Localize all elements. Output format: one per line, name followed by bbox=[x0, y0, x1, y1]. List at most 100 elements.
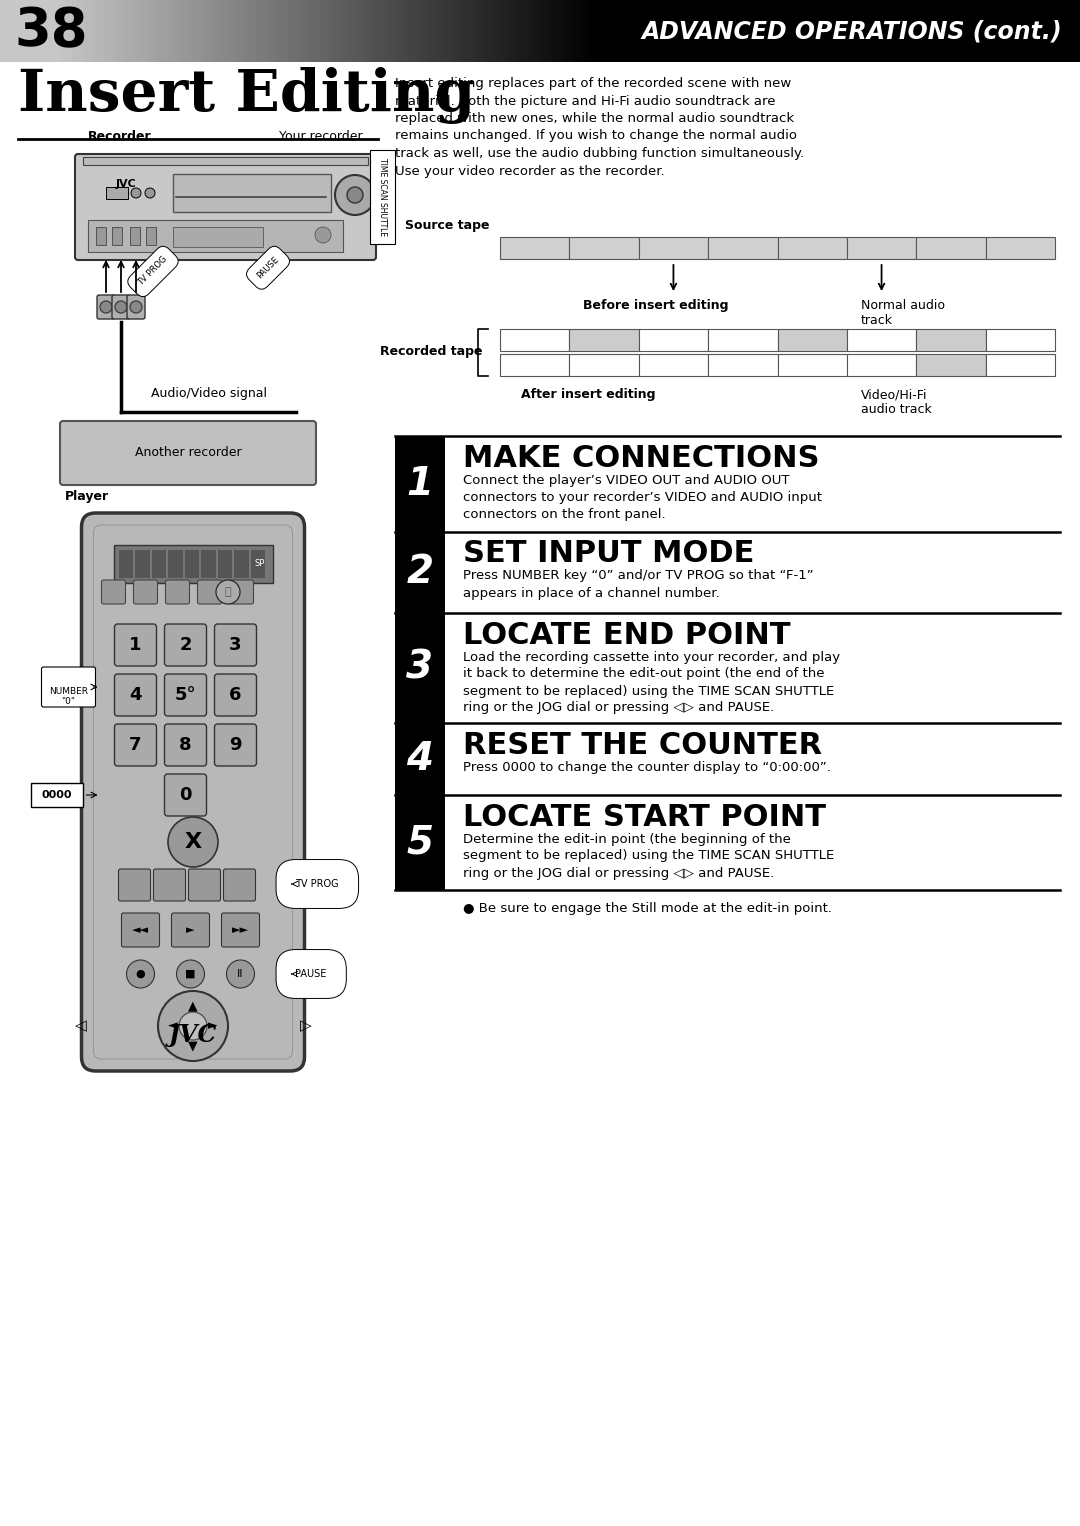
Bar bbox=[551, 0, 555, 63]
Bar bbox=[954, 0, 959, 63]
Circle shape bbox=[347, 188, 363, 203]
Bar bbox=[378, 0, 382, 63]
Circle shape bbox=[114, 301, 127, 313]
Text: Connect the player’s VIDEO OUT and AUDIO OUT
connectors to your recorder’s VIDEO: Connect the player’s VIDEO OUT and AUDIO… bbox=[463, 475, 822, 520]
Bar bbox=[201, 549, 216, 578]
Bar bbox=[515, 0, 519, 63]
Bar bbox=[14, 0, 19, 63]
FancyBboxPatch shape bbox=[198, 580, 221, 604]
Text: PAUSE: PAUSE bbox=[255, 255, 281, 281]
Text: Press NUMBER key “0” and/or TV PROG so that “F-1”
appears in place of a channel : Press NUMBER key “0” and/or TV PROG so t… bbox=[463, 569, 813, 600]
Bar bbox=[764, 0, 768, 63]
Text: LOCATE START POINT: LOCATE START POINT bbox=[463, 803, 826, 832]
Bar bbox=[475, 0, 480, 63]
Bar bbox=[208, 0, 214, 63]
Text: ►: ► bbox=[208, 1019, 218, 1033]
Circle shape bbox=[216, 580, 240, 604]
Bar bbox=[8, 0, 12, 63]
Text: Video/Hi-Fi
audio track: Video/Hi-Fi audio track bbox=[861, 388, 931, 417]
Bar bbox=[435, 0, 441, 63]
Bar bbox=[1058, 0, 1063, 63]
Bar bbox=[130, 227, 140, 246]
FancyBboxPatch shape bbox=[189, 868, 220, 900]
Bar bbox=[572, 0, 577, 63]
Bar bbox=[119, 0, 123, 63]
Bar bbox=[356, 0, 361, 63]
Bar bbox=[518, 0, 523, 63]
Bar bbox=[185, 549, 199, 578]
Bar bbox=[1012, 0, 1016, 63]
Bar bbox=[86, 0, 91, 63]
Bar bbox=[910, 0, 916, 63]
Text: Another recorder: Another recorder bbox=[135, 447, 241, 459]
Bar bbox=[483, 0, 487, 63]
Bar bbox=[756, 0, 760, 63]
Text: ■: ■ bbox=[186, 969, 195, 980]
Bar bbox=[788, 0, 793, 63]
Circle shape bbox=[227, 960, 255, 987]
Bar bbox=[810, 0, 814, 63]
Bar bbox=[918, 0, 922, 63]
Bar bbox=[867, 0, 873, 63]
Bar bbox=[569, 0, 573, 63]
Bar bbox=[218, 549, 232, 578]
FancyBboxPatch shape bbox=[215, 624, 257, 665]
Bar bbox=[151, 0, 156, 63]
Bar bbox=[916, 237, 986, 259]
Bar bbox=[605, 0, 609, 63]
Bar bbox=[975, 0, 981, 63]
Bar bbox=[306, 0, 311, 63]
Bar bbox=[634, 0, 638, 63]
Bar bbox=[673, 0, 678, 63]
Bar bbox=[418, 0, 422, 63]
Bar bbox=[774, 0, 779, 63]
FancyBboxPatch shape bbox=[121, 913, 160, 948]
Text: SP: SP bbox=[254, 560, 265, 569]
FancyBboxPatch shape bbox=[60, 421, 316, 485]
Bar bbox=[90, 0, 95, 63]
FancyBboxPatch shape bbox=[134, 580, 158, 604]
Bar bbox=[767, 0, 771, 63]
Text: Source tape: Source tape bbox=[405, 220, 489, 232]
Bar bbox=[1077, 0, 1080, 63]
Bar bbox=[802, 0, 808, 63]
Bar bbox=[392, 0, 397, 63]
Text: 7: 7 bbox=[130, 736, 141, 754]
Text: 3: 3 bbox=[229, 636, 242, 655]
Bar bbox=[576, 0, 581, 63]
Bar bbox=[666, 0, 671, 63]
Bar bbox=[648, 0, 652, 63]
Bar bbox=[882, 0, 887, 63]
Bar bbox=[450, 0, 455, 63]
Bar bbox=[135, 549, 149, 578]
FancyBboxPatch shape bbox=[164, 624, 206, 665]
Bar bbox=[1048, 0, 1052, 63]
Text: 2: 2 bbox=[179, 636, 192, 655]
Bar bbox=[353, 0, 357, 63]
Bar bbox=[508, 0, 512, 63]
Text: Insert Editing: Insert Editing bbox=[18, 67, 475, 124]
Bar bbox=[111, 0, 117, 63]
Bar bbox=[926, 0, 930, 63]
Bar bbox=[194, 0, 199, 63]
Bar bbox=[273, 0, 279, 63]
Bar bbox=[443, 0, 447, 63]
Bar bbox=[680, 0, 685, 63]
Bar bbox=[818, 0, 822, 63]
Text: Press 0000 to change the counter display to “0:00:00”.: Press 0000 to change the counter display… bbox=[463, 760, 831, 774]
Bar bbox=[807, 0, 811, 63]
Bar bbox=[872, 0, 876, 63]
Text: JOG: JOG bbox=[377, 189, 383, 201]
Bar bbox=[586, 0, 592, 63]
Bar bbox=[896, 0, 901, 63]
Bar bbox=[500, 354, 569, 375]
Bar bbox=[710, 0, 714, 63]
Text: 3: 3 bbox=[406, 649, 433, 687]
Bar bbox=[324, 0, 328, 63]
Bar bbox=[853, 0, 858, 63]
Bar bbox=[386, 0, 390, 63]
Bar bbox=[640, 0, 646, 63]
Bar bbox=[799, 0, 804, 63]
Bar bbox=[1001, 0, 1005, 63]
Bar bbox=[259, 0, 264, 63]
